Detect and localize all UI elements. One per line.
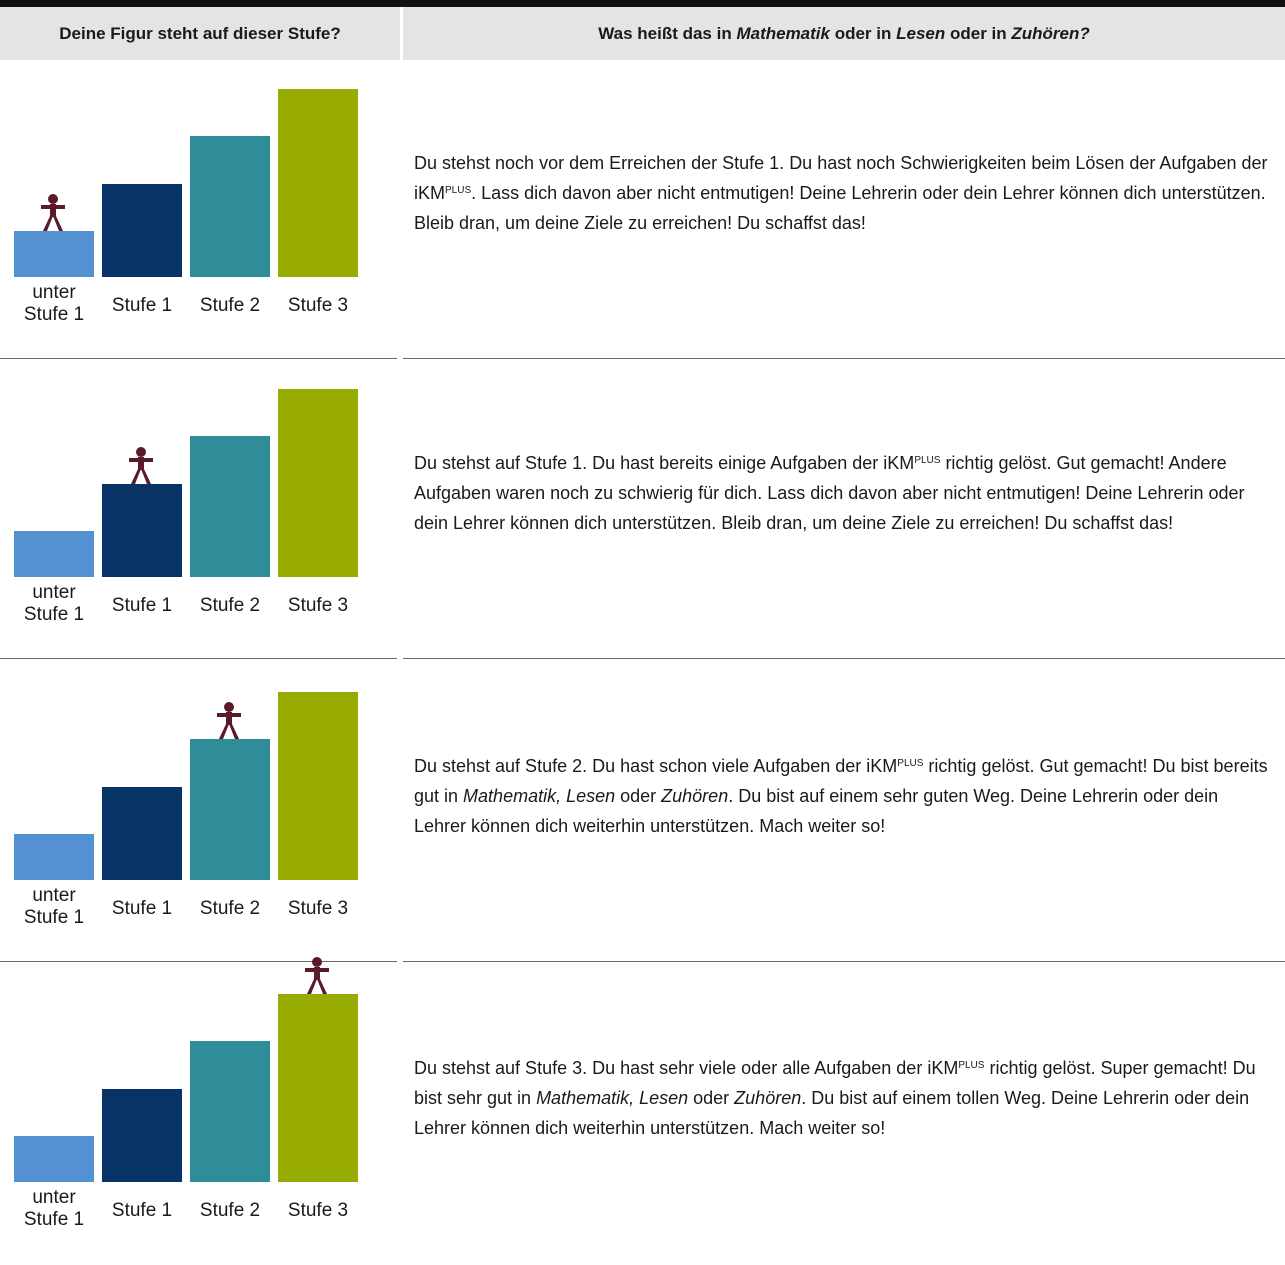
step-bar-under xyxy=(14,834,94,880)
step-label-stufe3: Stufe 3 xyxy=(287,295,349,316)
description-segment: richtig gelöst. Gut gemacht! Andere Aufg… xyxy=(414,453,1245,533)
step-label-line: unter xyxy=(32,582,76,603)
step-label-stufe3: Stufe 3 xyxy=(287,1200,349,1221)
description-segment: Mathematik, Lesen xyxy=(536,1088,689,1108)
description-segment: Du stehst auf Stufe 3. Du hast sehr viel… xyxy=(414,1058,959,1078)
header-col-meaning: Was heißt das in Mathematik oder in Lese… xyxy=(403,7,1285,60)
step-bar-stufe1 xyxy=(102,787,182,880)
description-segment: . Lass dich davon aber nicht entmutigen!… xyxy=(414,183,1266,233)
step-label-line: unter xyxy=(32,1187,76,1208)
row-divider xyxy=(403,961,1285,962)
header-col-figure: Deine Figur steht auf dieser Stufe? xyxy=(59,24,341,43)
step-label-stufe1: Stufe 1 xyxy=(111,1200,173,1221)
step-bar-stufe1 xyxy=(102,1089,182,1182)
description-segment: Du stehst auf Stufe 1. Du hast bereits e… xyxy=(414,453,915,473)
header-separator xyxy=(400,7,403,60)
description-segment: richtig gelöst. Gut gemacht! Du bist ber… xyxy=(414,756,1268,806)
level-description: Du stehst auf Stufe 2. Du hast schon vie… xyxy=(414,751,1274,841)
step-label-under: unter Stufe 1 xyxy=(6,1187,102,1231)
header-col2-segment: Was heißt das in xyxy=(598,24,737,43)
row-divider xyxy=(0,961,397,962)
superscript-plus: PLUS xyxy=(897,758,924,769)
row-divider xyxy=(403,358,1285,359)
step-bar-stufe2 xyxy=(190,1041,270,1182)
description-segment: . Du bist auf einem tollen Weg. Deine Le… xyxy=(414,1088,1250,1138)
step-label-stufe2: Stufe 2 xyxy=(199,595,261,616)
description-segment: Zuhören xyxy=(661,786,729,806)
step-label-under: unter Stufe 1 xyxy=(6,582,102,626)
step-bar-stufe1 xyxy=(102,484,182,577)
step-label-line: unter xyxy=(32,885,76,906)
description-segment: . Du bist auf einem sehr guten Weg. Dein… xyxy=(414,786,1219,836)
table-header: Deine Figur steht auf dieser Stufe? Was … xyxy=(0,7,1285,60)
header-col2-segment: Mathematik xyxy=(736,24,830,43)
level-description: Du stehst noch vor dem Erreichen der Stu… xyxy=(414,148,1274,238)
row-divider xyxy=(0,358,397,359)
level-row: unter Stufe 1 Stufe 1 Stufe 2 Stufe 3 Du steh… xyxy=(0,663,1285,963)
superscript-plus: PLUS xyxy=(914,455,941,466)
description-segment: Zuhören xyxy=(734,1088,802,1108)
person-figure-icon xyxy=(129,447,153,484)
description-segment: Du stehst auf Stufe 2. Du hast schon vie… xyxy=(414,756,898,776)
step-bar-under xyxy=(14,531,94,577)
step-label-line: unter xyxy=(32,282,76,303)
step-bar-stufe2 xyxy=(190,136,270,277)
step-label-stufe3: Stufe 3 xyxy=(287,595,349,616)
step-bar-stufe3 xyxy=(278,994,358,1182)
top-rule xyxy=(0,0,1285,7)
person-figure-icon xyxy=(217,702,241,739)
step-label-stufe3: Stufe 3 xyxy=(287,898,349,919)
step-label-line: Stufe 1 xyxy=(23,304,85,325)
superscript-plus: PLUS xyxy=(445,185,472,196)
step-bar-stufe3 xyxy=(278,89,358,277)
level-row: unter Stufe 1 Stufe 1 Stufe 2 Stufe 3 Du steh… xyxy=(0,360,1285,660)
description-segment: Du stehst noch vor dem Erreichen der Stu… xyxy=(414,153,1268,203)
step-label-line: Stufe 1 xyxy=(23,604,85,625)
step-label-stufe2: Stufe 2 xyxy=(199,1200,261,1221)
step-label-under: unter Stufe 1 xyxy=(6,885,102,929)
step-label-stufe1: Stufe 1 xyxy=(111,595,173,616)
description-segment: Mathematik, Lesen xyxy=(463,786,616,806)
description-segment: richtig gelöst. Super gemacht! Du bist s… xyxy=(414,1058,1256,1108)
person-figure-icon xyxy=(41,194,65,231)
step-bar-under xyxy=(14,1136,94,1182)
step-label-line: Stufe 1 xyxy=(23,1209,85,1230)
description-segment: oder xyxy=(615,786,662,806)
step-label-stufe2: Stufe 2 xyxy=(199,295,261,316)
step-bar-stufe2 xyxy=(190,739,270,880)
header-col2-segment: oder in xyxy=(945,24,1012,43)
step-label-stufe1: Stufe 1 xyxy=(111,898,173,919)
step-label-under: unter Stufe 1 xyxy=(6,282,102,326)
level-row: unter Stufe 1 Stufe 1 Stufe 2 Stufe 3 Du steh… xyxy=(0,60,1285,360)
header-col2-segment: oder in xyxy=(829,24,897,43)
superscript-plus: PLUS xyxy=(958,1060,985,1071)
row-divider xyxy=(0,658,397,659)
level-description: Du stehst auf Stufe 1. Du hast bereits e… xyxy=(414,448,1274,538)
header-col2-segment: Zuhören? xyxy=(1011,24,1090,43)
step-label-stufe2: Stufe 2 xyxy=(199,898,261,919)
person-figure-icon xyxy=(305,957,329,994)
description-segment: oder xyxy=(688,1088,735,1108)
step-bar-stufe1 xyxy=(102,184,182,277)
level-row: unter Stufe 1 Stufe 1 Stufe 2 Stufe 3 Du steh… xyxy=(0,957,1285,1265)
level-description: Du stehst auf Stufe 3. Du hast sehr viel… xyxy=(414,1053,1274,1143)
step-label-line: Stufe 1 xyxy=(23,907,85,928)
step-bar-under xyxy=(14,231,94,277)
step-bar-stufe3 xyxy=(278,692,358,880)
header-col2-segment: Lesen xyxy=(896,24,946,43)
step-label-stufe1: Stufe 1 xyxy=(111,295,173,316)
row-divider xyxy=(403,658,1285,659)
step-bar-stufe2 xyxy=(190,436,270,577)
step-bar-stufe3 xyxy=(278,389,358,577)
